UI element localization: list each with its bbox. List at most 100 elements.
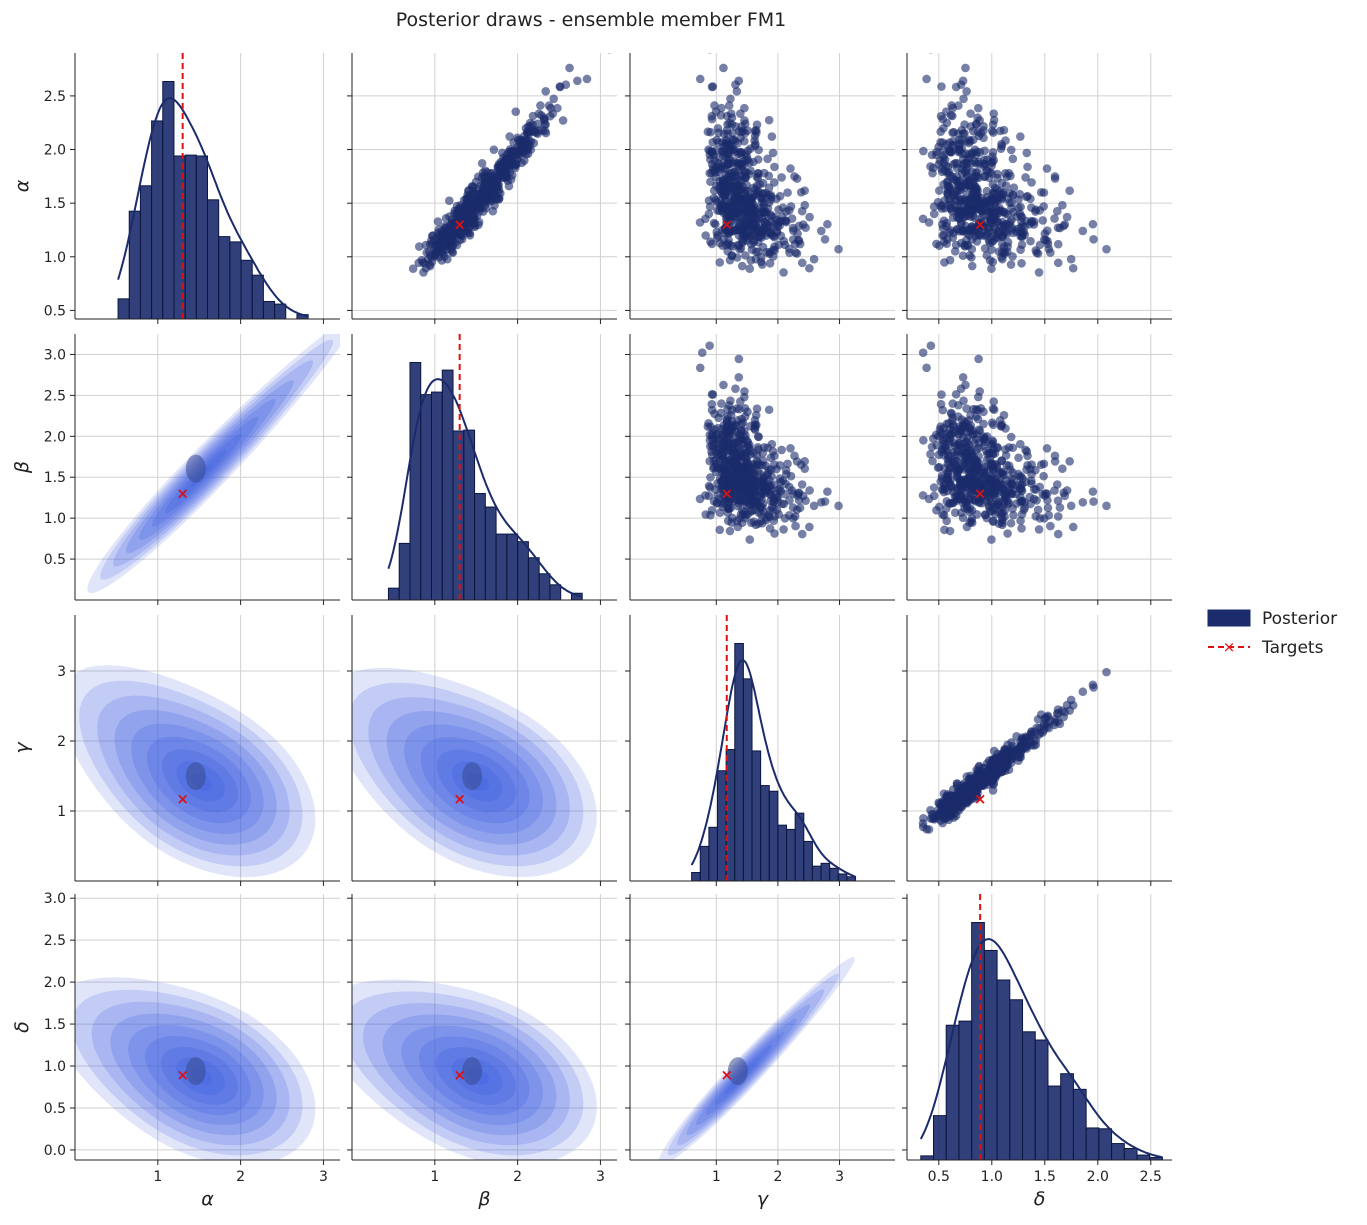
scatter-point xyxy=(510,163,520,173)
scatter-point xyxy=(946,408,956,418)
scatter-point xyxy=(783,459,792,469)
scatter-point xyxy=(918,491,928,500)
kde-contour xyxy=(100,339,334,580)
scatter-point xyxy=(740,119,750,129)
scatter-point xyxy=(743,186,753,196)
histogram-bar xyxy=(742,678,753,881)
scatter-point xyxy=(1052,480,1062,489)
scatter-point xyxy=(936,477,946,486)
scatter-point xyxy=(946,225,955,235)
histogram-bar xyxy=(398,542,411,600)
scatter-point xyxy=(1016,492,1025,502)
scatter-point xyxy=(740,392,749,402)
scatter-point xyxy=(989,473,998,482)
scatter-point xyxy=(488,190,498,199)
kde-line xyxy=(387,378,583,598)
scatter-point xyxy=(974,44,983,53)
scatter-point xyxy=(945,526,955,536)
histogram-bar xyxy=(1072,1088,1087,1160)
scatter-point xyxy=(727,120,737,129)
scatter-point xyxy=(962,87,971,96)
panel-plot-area: × xyxy=(630,894,895,1160)
scatter-point xyxy=(986,212,995,222)
y-tick-label: 1.0 xyxy=(44,250,66,266)
scatter-point xyxy=(777,445,786,455)
x-axis-label: δ xyxy=(1034,1188,1046,1210)
scatter-point xyxy=(735,196,744,206)
scatter-point xyxy=(922,74,931,84)
scatter-point xyxy=(444,196,454,206)
scatter-point xyxy=(1062,700,1072,710)
scatter-point xyxy=(985,256,995,265)
scatter-point xyxy=(1006,518,1016,528)
scatter-point xyxy=(763,443,772,453)
histogram-bar xyxy=(527,557,540,600)
scatter-point xyxy=(949,438,959,447)
scatter-point xyxy=(1032,248,1041,257)
scatter-point xyxy=(948,111,957,121)
scatter-point xyxy=(477,159,487,168)
panel-3-1: × 1 2 3 β xyxy=(347,894,617,1210)
scatter-point xyxy=(919,35,928,44)
scatter-point xyxy=(770,242,779,251)
scatter-point xyxy=(938,220,947,229)
scatter-point xyxy=(974,443,984,453)
scatter-point xyxy=(725,526,735,536)
kde-contour xyxy=(677,989,825,1146)
scatter-point xyxy=(950,508,960,518)
scatter-point xyxy=(770,162,779,172)
scatter-point xyxy=(919,146,928,156)
scatter-point xyxy=(463,190,472,200)
scatter-point xyxy=(989,115,999,125)
scatter-point xyxy=(734,206,743,216)
scatter-point xyxy=(794,488,804,498)
scatter-point xyxy=(990,189,1000,198)
scatter-point xyxy=(1050,172,1060,181)
scatter-point xyxy=(989,109,999,118)
scatter-point xyxy=(790,451,799,461)
scatter-point xyxy=(523,144,533,153)
histogram-bar xyxy=(768,790,779,881)
scatter-point xyxy=(722,466,731,475)
scatter-point xyxy=(994,247,1004,257)
y-tick-label: 2 xyxy=(57,734,66,750)
scatter-point xyxy=(708,464,718,473)
scatter-point xyxy=(495,189,505,198)
scatter-point xyxy=(765,258,775,268)
scatter-point xyxy=(987,158,996,167)
panel-0-2: × xyxy=(625,53,895,324)
scatter-point xyxy=(820,234,830,244)
scatter-point xyxy=(958,154,968,164)
scatter-point xyxy=(746,256,756,265)
scatter-point xyxy=(745,202,754,212)
scatter-point xyxy=(732,87,742,96)
scatter-point xyxy=(753,155,763,164)
scatter-point xyxy=(934,142,943,152)
scatter-point xyxy=(1068,522,1078,532)
scatter-point xyxy=(996,421,1006,431)
scatter-point xyxy=(750,131,760,141)
scatter-point xyxy=(541,87,550,96)
legend-posterior-label: Posterior xyxy=(1262,609,1337,629)
scatter-point xyxy=(979,419,988,429)
scatter-point xyxy=(946,430,956,439)
scatter-point xyxy=(1008,190,1018,200)
histogram-bar xyxy=(751,750,762,881)
scatter-point xyxy=(961,166,970,175)
scatter-point xyxy=(705,202,715,211)
scatter-point xyxy=(993,229,1003,239)
scatter-point xyxy=(998,518,1007,528)
scatter-point xyxy=(592,44,601,53)
scatter-point xyxy=(983,228,993,238)
scatter-point xyxy=(948,233,958,242)
scatter-point xyxy=(936,127,945,137)
scatter-point xyxy=(705,483,715,492)
scatter-point xyxy=(980,244,990,253)
scatter-point xyxy=(425,260,434,269)
scatter-point xyxy=(433,237,443,246)
scatter-point xyxy=(777,173,786,182)
scatter-point xyxy=(965,440,974,450)
scatter-point xyxy=(786,444,795,453)
scatter-point xyxy=(948,128,957,137)
scatter-point xyxy=(797,206,807,216)
